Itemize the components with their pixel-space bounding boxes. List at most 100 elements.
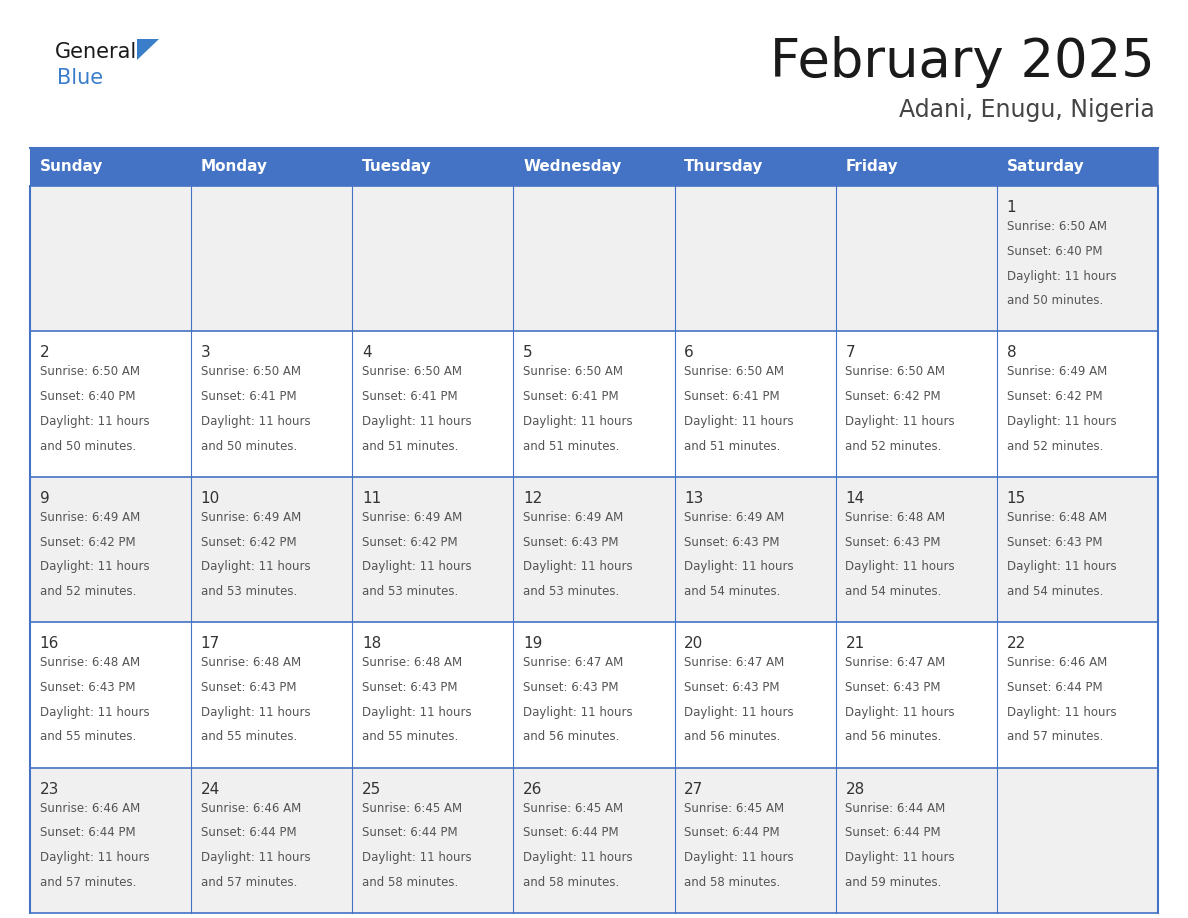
Text: Sunrise: 6:47 AM: Sunrise: 6:47 AM [846, 656, 946, 669]
Text: Sunrise: 6:46 AM: Sunrise: 6:46 AM [1006, 656, 1107, 669]
Bar [191, 148, 353, 186]
Text: and 55 minutes.: and 55 minutes. [362, 731, 459, 744]
Text: 21: 21 [846, 636, 865, 651]
Text: Sunrise: 6:48 AM: Sunrise: 6:48 AM [201, 656, 301, 669]
Text: and 57 minutes.: and 57 minutes. [201, 876, 297, 889]
Bar [30, 148, 191, 186]
Text: Daylight: 11 hours: Daylight: 11 hours [684, 851, 794, 864]
Text: and 58 minutes.: and 58 minutes. [523, 876, 619, 889]
Text: 13: 13 [684, 491, 703, 506]
Bar [30, 622, 191, 767]
Polygon shape [137, 39, 159, 60]
Bar [353, 767, 513, 913]
Text: 3: 3 [201, 345, 210, 361]
Text: and 51 minutes.: and 51 minutes. [523, 440, 619, 453]
Text: Sunset: 6:43 PM: Sunset: 6:43 PM [362, 681, 457, 694]
Text: Sunset: 6:43 PM: Sunset: 6:43 PM [684, 535, 779, 549]
Text: and 54 minutes.: and 54 minutes. [684, 585, 781, 598]
Text: Sunrise: 6:48 AM: Sunrise: 6:48 AM [846, 510, 946, 524]
Text: Daylight: 11 hours: Daylight: 11 hours [39, 415, 150, 428]
Text: and 59 minutes.: and 59 minutes. [846, 876, 942, 889]
Bar [675, 186, 835, 331]
Text: Daylight: 11 hours: Daylight: 11 hours [39, 706, 150, 719]
Text: and 54 minutes.: and 54 minutes. [1006, 585, 1102, 598]
Text: and 56 minutes.: and 56 minutes. [523, 731, 619, 744]
Text: Sunset: 6:42 PM: Sunset: 6:42 PM [1006, 390, 1102, 403]
Text: Sunrise: 6:49 AM: Sunrise: 6:49 AM [39, 510, 140, 524]
Text: Sunrise: 6:50 AM: Sunrise: 6:50 AM [201, 365, 301, 378]
Text: Sunrise: 6:45 AM: Sunrise: 6:45 AM [684, 801, 784, 814]
Text: Sunset: 6:42 PM: Sunset: 6:42 PM [39, 535, 135, 549]
Text: and 51 minutes.: and 51 minutes. [362, 440, 459, 453]
Bar [675, 767, 835, 913]
Bar [513, 148, 675, 186]
Bar [675, 331, 835, 476]
Text: and 56 minutes.: and 56 minutes. [684, 731, 781, 744]
Bar [353, 622, 513, 767]
Text: 17: 17 [201, 636, 220, 651]
Text: Daylight: 11 hours: Daylight: 11 hours [523, 415, 633, 428]
Text: 2: 2 [39, 345, 49, 361]
Text: and 52 minutes.: and 52 minutes. [846, 440, 942, 453]
Text: 25: 25 [362, 781, 381, 797]
Bar [513, 767, 675, 913]
Bar [835, 331, 997, 476]
Bar [997, 331, 1158, 476]
Bar [997, 767, 1158, 913]
Bar [353, 331, 513, 476]
Text: 15: 15 [1006, 491, 1025, 506]
Text: Friday: Friday [846, 160, 898, 174]
Bar [191, 331, 353, 476]
Text: Daylight: 11 hours: Daylight: 11 hours [523, 706, 633, 719]
Text: Daylight: 11 hours: Daylight: 11 hours [201, 560, 310, 574]
Text: and 50 minutes.: and 50 minutes. [39, 440, 135, 453]
Text: Daylight: 11 hours: Daylight: 11 hours [846, 560, 955, 574]
Text: 24: 24 [201, 781, 220, 797]
Text: and 53 minutes.: and 53 minutes. [523, 585, 619, 598]
Text: Sunrise: 6:45 AM: Sunrise: 6:45 AM [362, 801, 462, 814]
Bar [30, 331, 191, 476]
Text: Daylight: 11 hours: Daylight: 11 hours [1006, 415, 1117, 428]
Text: 10: 10 [201, 491, 220, 506]
Text: Daylight: 11 hours: Daylight: 11 hours [523, 851, 633, 864]
Text: and 52 minutes.: and 52 minutes. [39, 585, 137, 598]
Text: Daylight: 11 hours: Daylight: 11 hours [1006, 270, 1117, 283]
Text: and 58 minutes.: and 58 minutes. [684, 876, 781, 889]
Text: and 55 minutes.: and 55 minutes. [201, 731, 297, 744]
Text: Daylight: 11 hours: Daylight: 11 hours [201, 415, 310, 428]
Text: Sunset: 6:40 PM: Sunset: 6:40 PM [39, 390, 135, 403]
Text: Sunset: 6:43 PM: Sunset: 6:43 PM [1006, 535, 1102, 549]
Text: Saturday: Saturday [1006, 160, 1085, 174]
Text: February 2025: February 2025 [770, 36, 1155, 88]
Text: Sunset: 6:43 PM: Sunset: 6:43 PM [846, 681, 941, 694]
Text: Sunrise: 6:50 AM: Sunrise: 6:50 AM [1006, 220, 1106, 233]
Text: Sunset: 6:43 PM: Sunset: 6:43 PM [201, 681, 296, 694]
Text: Sunrise: 6:49 AM: Sunrise: 6:49 AM [1006, 365, 1107, 378]
Text: Daylight: 11 hours: Daylight: 11 hours [362, 560, 472, 574]
Text: Sunrise: 6:50 AM: Sunrise: 6:50 AM [684, 365, 784, 378]
Text: Sunrise: 6:46 AM: Sunrise: 6:46 AM [201, 801, 301, 814]
Bar [835, 622, 997, 767]
Text: and 50 minutes.: and 50 minutes. [201, 440, 297, 453]
Text: 20: 20 [684, 636, 703, 651]
Bar [997, 622, 1158, 767]
Text: 7: 7 [846, 345, 855, 361]
Text: Wednesday: Wednesday [523, 160, 621, 174]
Text: and 51 minutes.: and 51 minutes. [684, 440, 781, 453]
Text: Sunrise: 6:44 AM: Sunrise: 6:44 AM [846, 801, 946, 814]
Bar [353, 186, 513, 331]
Text: and 53 minutes.: and 53 minutes. [201, 585, 297, 598]
Text: Sunrise: 6:50 AM: Sunrise: 6:50 AM [362, 365, 462, 378]
Text: Sunrise: 6:50 AM: Sunrise: 6:50 AM [39, 365, 140, 378]
Text: Daylight: 11 hours: Daylight: 11 hours [201, 706, 310, 719]
Bar [30, 186, 191, 331]
Text: and 53 minutes.: and 53 minutes. [362, 585, 459, 598]
Bar [191, 622, 353, 767]
Text: 11: 11 [362, 491, 381, 506]
Text: Sunset: 6:44 PM: Sunset: 6:44 PM [1006, 681, 1102, 694]
Text: Sunset: 6:44 PM: Sunset: 6:44 PM [523, 826, 619, 839]
Text: Sunset: 6:44 PM: Sunset: 6:44 PM [684, 826, 779, 839]
Bar [191, 186, 353, 331]
Bar [191, 476, 353, 622]
Bar [353, 476, 513, 622]
